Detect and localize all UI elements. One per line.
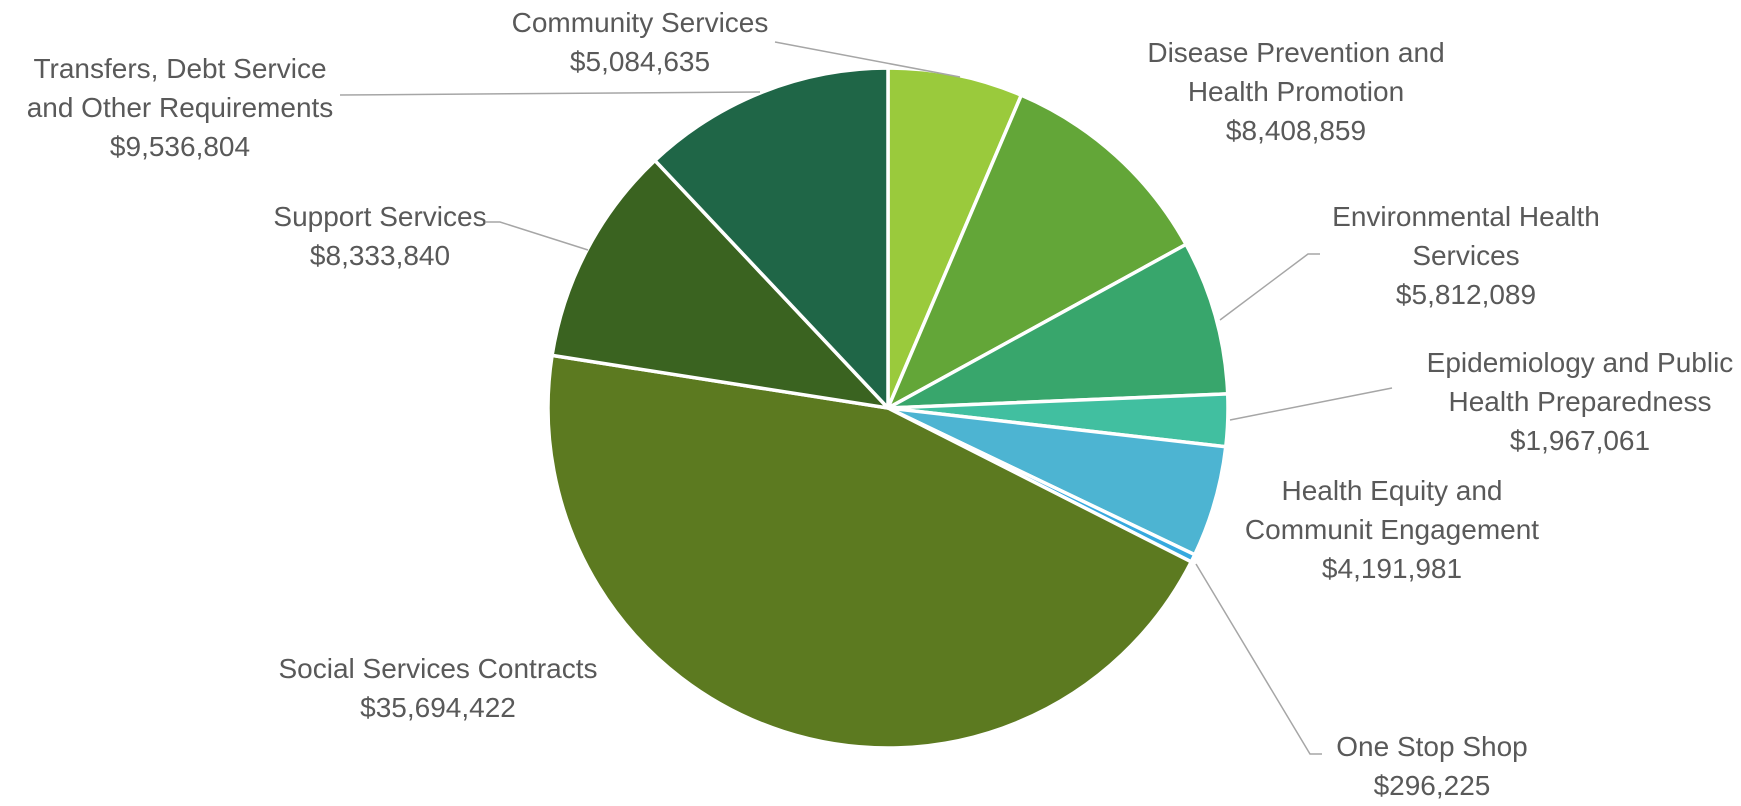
slice-label-support-services: Support Services [273,201,486,232]
slice-value-environmental-health-services: $5,812,089 [1396,279,1536,310]
slice-label-transfers-debt-service-and-other-requirements: Transfers, Debt Service and Other Require… [27,53,334,123]
data-label-support-services: Support Services $8,333,840 [273,201,486,271]
pie-slice-community-services [886,66,1024,410]
pie-slice-social-services-contracts [546,353,1193,750]
leader-lines [339,41,1393,755]
data-label-transfers-debt-service-and-other-requirements: Transfers, Debt Service and Other Require… [27,53,334,162]
slice-label-one-stop-shop: One Stop Shop [1336,731,1527,762]
data-label-environmental-health-services: Environmental Health Services $5,812,089 [1332,201,1600,310]
leader-line-transfers-debt-service-and-other-requirements [339,91,761,96]
data-label-social-services-contracts: Social Services Contracts $35,694,422 [278,653,597,723]
slice-value-health-equity-and-communit-engagement: $4,191,981 [1322,553,1462,584]
pie-slice-transfers-debt-service-and-other-requirements [653,66,890,410]
data-label-epidemiology-and-public-health-preparedness: Epidemiology and Public Health Preparedne… [1427,347,1734,456]
slice-label-social-services-contracts: Social Services Contracts [278,653,597,684]
leader-line-one-stop-shop [1195,563,1322,755]
slice-value-transfers-debt-service-and-other-requirements: $9,536,804 [110,131,250,162]
slice-value-community-services: $5,084,635 [570,46,710,77]
leader-line-epidemiology-and-public-health-preparedness [1229,387,1393,421]
slice-label-community-services: Community Services [512,7,769,38]
slice-value-epidemiology-and-public-health-preparedness: $1,967,061 [1510,425,1650,456]
slice-value-support-services: $8,333,840 [310,240,450,271]
leader-line-community-services [774,41,961,78]
slice-value-social-services-contracts: $35,694,422 [360,692,516,723]
slice-value-one-stop-shop: $296,225 [1374,770,1491,801]
leader-line-support-services [486,221,589,251]
slice-label-disease-prevention-and-health-promotion: Disease Prevention and Health Promotion [1147,37,1444,107]
leader-line-environmental-health-services [1219,253,1320,321]
data-label-community-services: Community Services $5,084,635 [512,7,769,77]
slice-label-environmental-health-services: Environmental Health Services [1332,201,1600,271]
pie-slice-disease-prevention-and-health-promotion [886,93,1188,410]
slice-label-epidemiology-and-public-health-preparedness: Epidemiology and Public Health Preparedne… [1427,347,1734,417]
data-labels: Community Services $5,084,635 Disease Prev… [27,7,1734,801]
data-label-disease-prevention-and-health-promotion: Disease Prevention and Health Promotion $8… [1147,37,1444,146]
data-label-health-equity-and-communit-engagement: Health Equity and Communit Engagement $4,1… [1245,475,1539,584]
slice-label-health-equity-and-communit-engagement: Health Equity and Communit Engagement [1245,475,1539,545]
pie-slices [546,66,1230,750]
pie-slice-environmental-health-services [886,242,1230,410]
slice-value-disease-prevention-and-health-promotion: $8,408,859 [1226,115,1366,146]
data-label-one-stop-shop: One Stop Shop $296,225 [1336,731,1527,801]
